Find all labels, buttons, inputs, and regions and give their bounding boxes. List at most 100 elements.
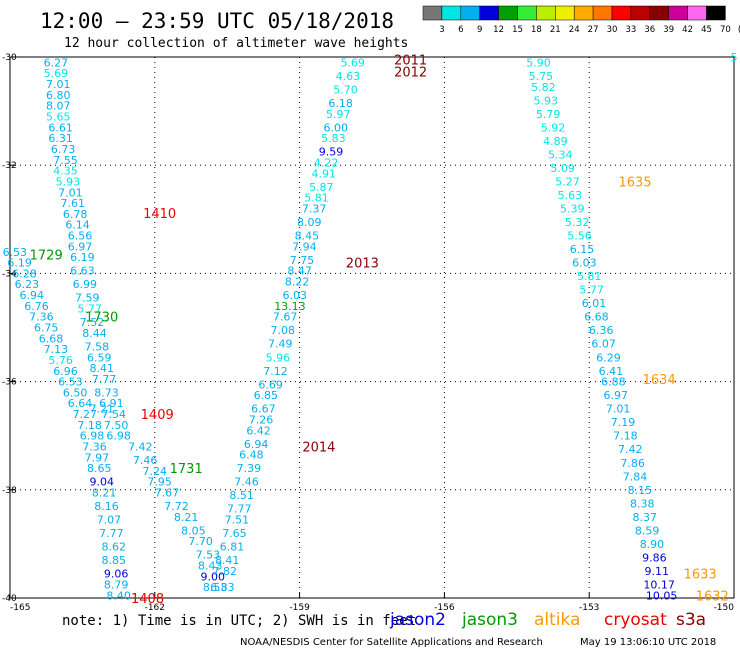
swh-value-point: 6.94 bbox=[244, 438, 269, 451]
swh-value-point: 5.82 bbox=[531, 81, 556, 94]
swh-value-point: 7.51 bbox=[225, 514, 250, 527]
footer-note: note: 1) Time is in UTC; 2) SWH is in fe… bbox=[62, 613, 416, 629]
color-scale-label: (ft) bbox=[738, 25, 740, 35]
color-scale-label: 6 bbox=[458, 25, 463, 35]
legend-cryosat: cryosat bbox=[604, 610, 667, 630]
y-tick-label: -36 bbox=[2, 378, 17, 388]
color-swatch bbox=[611, 5, 632, 21]
color-swatch bbox=[498, 5, 518, 21]
swh-value-point: 6.07 bbox=[591, 338, 616, 351]
color-scale-label: 30 bbox=[607, 25, 618, 35]
swh-value-point: 8.90 bbox=[640, 538, 665, 551]
swh-value-point: 7.70 bbox=[188, 535, 213, 548]
swh-value-point: 4.63 bbox=[336, 70, 361, 83]
swh-value-point: 6.27 bbox=[44, 56, 69, 69]
swh-value-point: 7.59 bbox=[75, 292, 100, 305]
x-tick-label: -156 bbox=[434, 603, 455, 613]
swh-value-point: 5.77 bbox=[77, 303, 102, 316]
color-swatch bbox=[441, 5, 462, 21]
y-tick-label: -40 bbox=[2, 594, 17, 604]
swh-value-point: 6.97 bbox=[68, 240, 93, 253]
swh-value-point: 6.98 bbox=[106, 430, 131, 443]
swh-value-point: 9.00 bbox=[200, 570, 225, 583]
color-scale-label: 42 bbox=[682, 25, 693, 35]
swh-value-point: 8.79 bbox=[104, 578, 129, 591]
swh-value-point: 8.53 bbox=[203, 581, 228, 594]
swh-value-point: 6.59 bbox=[87, 351, 112, 364]
swh-value-point: 7.12 bbox=[263, 365, 288, 378]
swh-value-point: 4.91 bbox=[311, 167, 336, 180]
swh-value-point: 6.61 bbox=[48, 121, 73, 134]
swh-value-point: 5.39 bbox=[560, 202, 585, 215]
swh-value-point: 8.43 bbox=[198, 560, 223, 573]
swh-value-point: 5.70 bbox=[333, 83, 358, 96]
swh-value-point: 5.81 bbox=[304, 192, 329, 205]
swh-value-point: 6.19 bbox=[70, 251, 95, 264]
swh-value-point: 5.75 bbox=[529, 70, 554, 83]
swh-value-point: 6.15 bbox=[570, 243, 595, 256]
swh-value-point: 6.97 bbox=[603, 389, 628, 402]
swh-value-point: 4.89 bbox=[543, 135, 568, 148]
color-swatch bbox=[687, 5, 707, 21]
swh-value-point: 8.37 bbox=[632, 511, 657, 524]
swh-value-point: 4.35 bbox=[53, 165, 78, 178]
swh-value-point: 8.40 bbox=[106, 589, 131, 602]
swh-value-point: 7.27 bbox=[73, 408, 98, 421]
swh-value-point: 9.11 bbox=[645, 565, 670, 578]
swh-value-point: 8.15 bbox=[628, 484, 653, 497]
swh-value-point: 6.75 bbox=[34, 322, 59, 335]
legend-jason2: jason2 bbox=[389, 610, 446, 630]
swh-value-point: 6.80 bbox=[46, 89, 71, 102]
swh-value-point: 6.42 bbox=[246, 424, 271, 437]
x-tick-label: -165 bbox=[10, 603, 30, 613]
legend-jason3: jason3 bbox=[461, 610, 518, 630]
x-tick-label: -150 bbox=[714, 603, 735, 613]
track-time-label: 1731 bbox=[170, 462, 203, 477]
swh-value-point: 6.88 bbox=[601, 376, 626, 389]
swh-value-point: 7.84 bbox=[623, 470, 648, 483]
swh-value-point: 6.18 bbox=[328, 97, 353, 110]
color-scale-label: 33 bbox=[625, 25, 636, 35]
y-tick-label: -38 bbox=[2, 486, 17, 496]
swh-value-point: 5.93 bbox=[534, 94, 559, 107]
track-time-label: 1634 bbox=[643, 373, 676, 388]
color-swatch bbox=[668, 5, 688, 21]
swh-value-point: 6.19 bbox=[7, 257, 32, 270]
color-swatch bbox=[555, 5, 575, 21]
swh-value-point: 6.53 bbox=[58, 376, 83, 389]
data-points: 6.275.697.016.808.075.656.616.316.737.55… bbox=[3, 51, 738, 602]
swh-value-point: 5.92 bbox=[541, 121, 566, 134]
swh-value-point: 5.56 bbox=[567, 230, 592, 243]
swh-value-point: 6.78 bbox=[63, 208, 88, 221]
color-scale-label: 21 bbox=[550, 25, 561, 35]
swh-value-point: 5.77 bbox=[579, 284, 604, 297]
swh-value-point: 4.22 bbox=[314, 156, 339, 169]
swh-value-point: 8.47 bbox=[287, 265, 312, 278]
swh-value-point: 13.13 bbox=[274, 300, 306, 313]
plot-axes: -165 -162 -159 -156 -153 -150 -30 -32 -34 -36 -38 -… bbox=[2, 53, 735, 613]
swh-value-point: 7.52 bbox=[80, 316, 105, 329]
swh-value-point: 7.01 bbox=[46, 78, 71, 91]
swh-value-point: 5.81 bbox=[577, 270, 602, 283]
swh-value-point: 8.62 bbox=[102, 541, 127, 554]
swh-value-point: 7.49 bbox=[268, 338, 293, 351]
swh-value-point: 5.32 bbox=[565, 216, 590, 229]
track-time-label: 2012 bbox=[394, 66, 427, 81]
swh-value-point: 5.69 bbox=[340, 56, 365, 69]
swh-value-point: 5.87 bbox=[309, 181, 334, 194]
swh-value-point: 8.41 bbox=[89, 362, 114, 375]
swh-value-point: 7.46 bbox=[234, 476, 259, 489]
swh-value-point: 7.77 bbox=[92, 373, 117, 386]
y-tick-label: -32 bbox=[2, 161, 17, 171]
track-time-label: 1408 bbox=[131, 592, 164, 607]
swh-value-point: 8.22 bbox=[285, 276, 310, 289]
swh-value-point: 6.28 bbox=[12, 267, 37, 280]
swh-value-point: 6.31 bbox=[48, 132, 73, 145]
swh-value-point: 5.83 bbox=[321, 132, 346, 145]
track-time-label: 1729 bbox=[30, 248, 63, 263]
color-swatch bbox=[422, 5, 443, 21]
swh-value-point: 6.53 bbox=[3, 246, 28, 259]
color-scale-label: 24 bbox=[569, 25, 580, 35]
